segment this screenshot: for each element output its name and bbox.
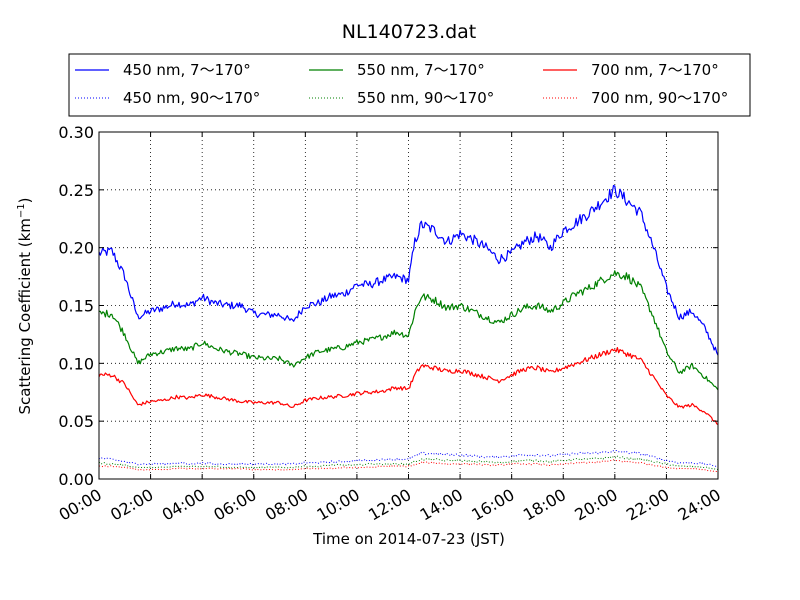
x-axis-label: Time on 2014-07-23 (JST) bbox=[312, 530, 505, 548]
series-lines bbox=[98, 184, 719, 473]
series-line bbox=[98, 347, 719, 426]
legend-label: 700 nm, 90～170° bbox=[591, 89, 728, 107]
legend-label: 550 nm, 90～170° bbox=[357, 89, 494, 107]
y-axis-label-superscript: −1 bbox=[16, 203, 27, 218]
y-tick-labels: 0.00 0.05 0.10 0.15 0.20 0.25 0.30 bbox=[58, 123, 94, 489]
y-tick-label: 0.25 bbox=[58, 181, 94, 200]
y-axis-label-main: Scattering Coefficient (km bbox=[16, 218, 34, 414]
series-line bbox=[98, 459, 719, 473]
y-tick-label: 0.30 bbox=[58, 123, 94, 142]
legend-label: 700 nm, 7～170° bbox=[591, 61, 719, 79]
legend-label: 450 nm, 90～170° bbox=[123, 89, 260, 107]
y-tick-label: 0.00 bbox=[58, 470, 94, 489]
legend-label: 450 nm, 7～170° bbox=[123, 61, 251, 79]
legend: 450 nm, 7～170° 550 nm, 7～170° 700 nm, 7～17… bbox=[68, 53, 751, 117]
legend-frame bbox=[68, 53, 751, 117]
tick-marks bbox=[98, 131, 719, 480]
legend-label: 550 nm, 7～170° bbox=[357, 61, 485, 79]
y-axis-label-end: ) bbox=[16, 197, 34, 203]
chart-title: NL140723.dat bbox=[342, 21, 477, 43]
y-tick-label: 0.05 bbox=[58, 412, 94, 431]
series-line bbox=[98, 184, 719, 356]
y-tick-label: 0.20 bbox=[58, 239, 94, 258]
y-tick-label: 0.15 bbox=[58, 297, 94, 316]
plot-area bbox=[98, 131, 719, 480]
y-tick-label: 0.10 bbox=[58, 354, 94, 373]
series-line bbox=[98, 270, 719, 391]
y-axis-label: Scattering Coefficient (km−1) bbox=[16, 197, 34, 414]
